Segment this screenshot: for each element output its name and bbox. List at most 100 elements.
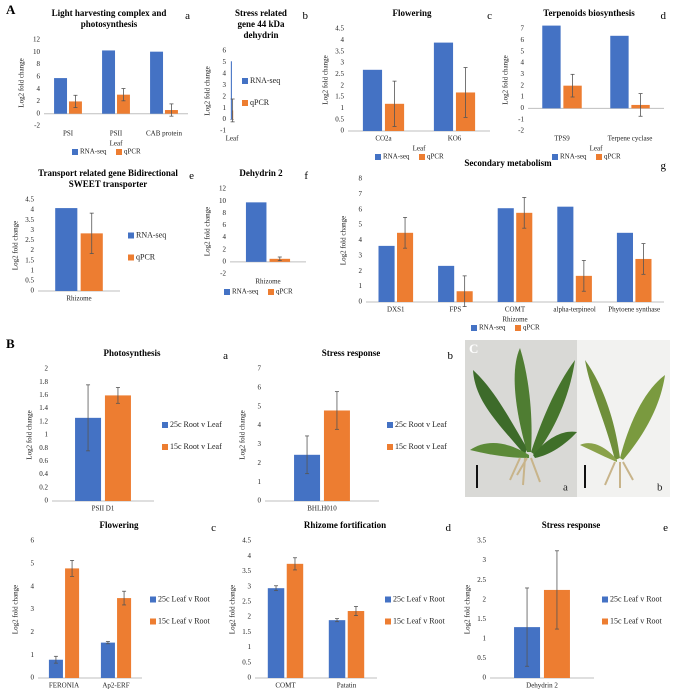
y-tick-label: 0.5 (477, 654, 486, 662)
panel-label: b (302, 10, 309, 22)
legend-swatch (162, 422, 168, 428)
y-tick-label: 5 (521, 47, 525, 55)
legend-label: qPCR (604, 153, 621, 161)
legend-swatch (128, 232, 134, 239)
x-tick-label: COMT (275, 682, 296, 690)
x-tick-label: Dehydrin 2 (526, 682, 558, 690)
y-tick-label: 3 (248, 582, 252, 590)
y-axis-label: Log2 fold change (340, 216, 348, 265)
bar (100, 642, 115, 678)
y-tick-label: 4 (223, 69, 227, 77)
y-tick-label: 0 (248, 674, 252, 682)
section-label: A (6, 2, 16, 17)
legend-swatch (602, 618, 608, 625)
y-tick-label: 2 (31, 628, 35, 636)
y-tick-label: 1 (248, 643, 252, 651)
y-tick-label: 4 (223, 233, 227, 241)
bar (516, 212, 533, 302)
y-tick-label: 3 (258, 440, 262, 448)
plot: -2 -1 0 1 2 3 4 5 6 7 Log2 fold change TPS9 Terpene … (502, 25, 664, 161)
chart: Transport related gene Bidirectional SWE… (8, 168, 198, 303)
bar (616, 232, 633, 302)
panel-label: c (211, 522, 216, 534)
x-tick-label: DXS1 (387, 306, 405, 314)
y-tick-label: 4 (341, 36, 345, 44)
y-tick-label: 1 (521, 93, 525, 101)
legend-label: qPCR (250, 98, 270, 107)
y-tick-label: 7 (521, 25, 525, 33)
y-tick-label: -2 (220, 270, 226, 278)
chart: Stress related gene 44 kDa dehydrin b -1 0 1… (200, 8, 312, 143)
bar (245, 202, 267, 262)
error-bar (305, 435, 310, 475)
legend-label: 25c Root v Leaf (395, 420, 447, 429)
y-tick-label: 3 (31, 605, 35, 613)
plant (580, 360, 665, 488)
y-tick-label: 1.6 (39, 391, 48, 399)
bar (542, 25, 561, 109)
y-tick-label: -2 (34, 122, 40, 130)
y-axis-label: Log2 fold change (322, 55, 330, 104)
y-tick-label: 1 (483, 634, 487, 642)
photo-panel: C a b (465, 340, 670, 497)
y-tick-label: 0 (31, 287, 35, 295)
error-bar (525, 587, 530, 667)
legend-swatch (596, 154, 602, 160)
bar (102, 50, 116, 114)
x-tick-label: PSII D1 (92, 505, 115, 513)
panel-label: d (660, 10, 667, 22)
x-tick-label: CO2a (375, 135, 392, 143)
legend-swatch (242, 100, 248, 106)
y-tick-label: 5 (31, 559, 35, 567)
legend-label: 15c Leaf v Root (610, 616, 663, 625)
y-tick-label: 0.6 (39, 457, 48, 465)
error-bar (121, 88, 126, 102)
error-bar (86, 384, 91, 452)
legend-label: 15c Leaf v Root (393, 616, 446, 625)
bar (286, 563, 304, 678)
error-bar (277, 256, 282, 262)
x-axis-label: Rhizome (502, 316, 527, 324)
y-tick-label: 8 (359, 175, 363, 183)
y-tick-label: 8 (37, 60, 41, 68)
y-tick-label: 0 (31, 674, 35, 682)
legend-swatch (385, 618, 391, 625)
chart: Rhizome fortification d 0 0.5 1 1.5 2 2.5 3 3.5 4 4… (225, 520, 455, 690)
bar (328, 620, 346, 678)
x-tick-label: TPS9 (554, 135, 570, 143)
legend-swatch (150, 618, 156, 625)
x-tick-label: BHLH010 (307, 505, 337, 513)
y-tick-label: 2 (521, 81, 525, 89)
y-tick-label: 1.8 (39, 378, 48, 386)
plot: 0 0.5 1 1.5 2 2.5 3 3.5 4 4.5 Log2 fold change COMT… (229, 537, 446, 690)
error-bar (89, 212, 94, 254)
y-tick-label: 1.2 (39, 417, 48, 425)
error-bar (169, 103, 174, 117)
bar (54, 78, 68, 114)
y-tick-label: 5 (359, 221, 363, 229)
y-tick-label: 2 (359, 267, 363, 275)
photo-background (577, 340, 670, 497)
bar (438, 265, 455, 302)
legend-swatch (375, 154, 381, 160)
plot: -2 0 2 4 6 8 10 12 Log2 fold change PSI PSII CAB pr… (18, 36, 188, 156)
legend-swatch (268, 289, 274, 295)
chart: Flowering c 0 1 2 3 4 5 6 Log2 fold change FERONIA… (8, 520, 220, 690)
y-tick-label: 2.5 (25, 236, 34, 244)
plot: 0 1 2 3 4 5 6 Log2 fold change FERONIA Ap2-ERF 25c… (12, 537, 211, 690)
y-tick-label: 12 (33, 36, 41, 44)
y-axis-label: Log2 fold change (229, 585, 237, 634)
error-bar (105, 641, 110, 645)
y-tick-label: 2 (223, 92, 227, 100)
y-tick-label: 3 (521, 70, 525, 78)
x-tick-label: FPS (450, 306, 462, 314)
bar (557, 206, 574, 302)
y-tick-label: 0 (521, 104, 525, 112)
legend-label: 15c Leaf v Root (158, 616, 211, 625)
error-bar (392, 80, 397, 127)
y-tick-label: 0 (359, 298, 363, 306)
bar (116, 94, 130, 114)
y-tick-label: 0.5 (25, 276, 34, 284)
error-bar (353, 606, 358, 616)
